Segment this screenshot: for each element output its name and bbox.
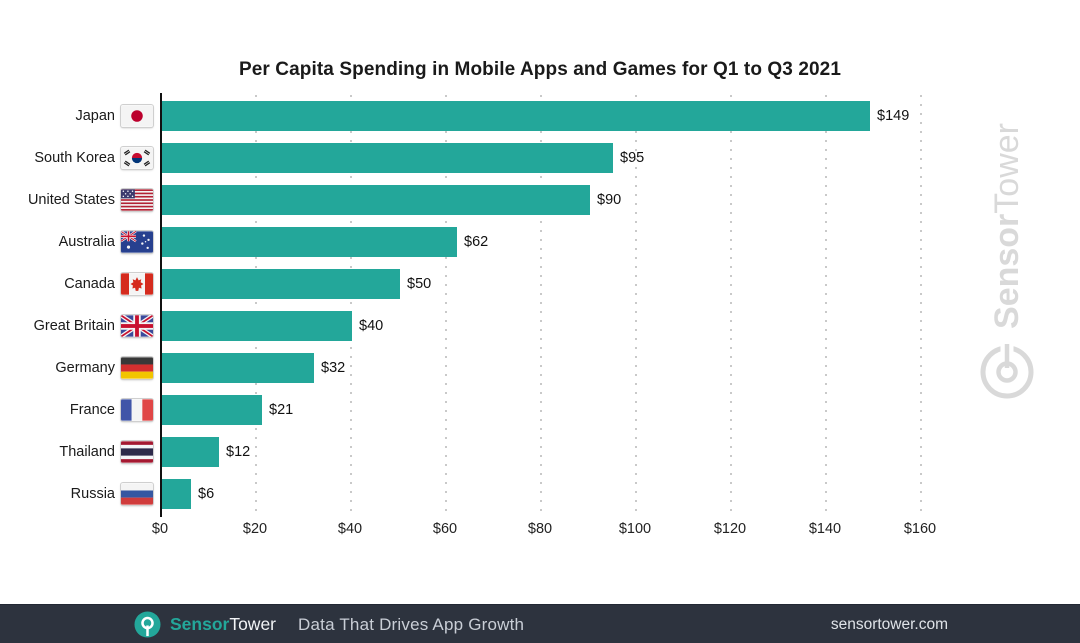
x-tick-label-40: $40 [337,521,363,537]
gridline [445,95,447,517]
country-label-canada: Canada [64,276,115,292]
x-tick-label-160: $160 [903,521,937,537]
bar-great-britain [162,311,352,341]
x-tick-label-120: $120 [713,521,747,537]
brand-second: Tower [229,614,277,634]
sensortower-logo-icon [134,611,161,638]
footer-bar: SensorTower Data That Drives App Growth … [0,604,1080,643]
flag-icon-france [121,399,153,421]
bar-row-russia: Russia $6 [0,473,1080,515]
bar-row-great-britain: Great Britain $40 [0,305,1080,347]
country-label-united-states: United States [27,192,115,208]
flag-icon-germany [121,357,153,379]
chart-title: Per Capita Spending in Mobile Apps and G… [238,59,841,80]
bar-japan [162,101,870,131]
bar-row-thailand: Thailand $12 [0,431,1080,473]
country-label-russia: Russia [70,486,115,502]
bar-south-korea [162,143,613,173]
bar-row-canada: Canada $50 [0,263,1080,305]
flag-icon-russia [121,483,153,505]
gridline [920,95,922,517]
x-tick-label-60: $60 [432,521,458,537]
bar-united-states [162,185,590,215]
bar-thailand [162,437,219,467]
value-label-australia: $62 [464,234,489,250]
value-label-south-korea: $95 [620,150,645,166]
bar-row-france: France $21 [0,389,1080,431]
bar-germany [162,353,314,383]
value-label-canada: $50 [407,276,432,292]
flag-icon-canada [121,273,153,295]
gridline [540,95,542,517]
country-label-germany: Germany [55,360,115,376]
flag-icon-great-britain [121,315,153,337]
country-label-japan: Japan [75,108,115,124]
bar-russia [162,479,191,509]
value-label-united-states: $90 [597,192,622,208]
flag-icon-united-states [121,189,153,211]
bar-france [162,395,262,425]
gridline [350,95,352,517]
gridline [825,95,827,517]
flag-icon-south-korea [121,147,153,169]
value-label-thailand: $12 [226,444,251,460]
footer-website: sensortower.com [830,615,948,633]
bar-row-germany: Germany $32 [0,347,1080,389]
bar-row-australia: Australia $62 [0,221,1080,263]
gridline [255,95,257,517]
y-axis-line [160,93,162,517]
x-tick-label-140: $140 [808,521,842,537]
value-label-russia: $6 [198,486,215,502]
value-label-great-britain: $40 [359,318,384,334]
bar-row-united-states: United States $90 [0,179,1080,221]
x-tick-label-100: $100 [618,521,652,537]
country-label-great-britain: Great Britain [33,318,115,334]
value-label-france: $21 [269,402,294,418]
value-label-germany: $32 [321,360,346,376]
brand-first: Sensor [170,614,230,634]
bar-canada [162,269,400,299]
country-label-france: France [69,402,115,418]
flag-icon-japan [121,105,153,127]
x-tick-label-20: $20 [242,521,268,537]
bar-row-japan: Japan $149 [0,95,1080,137]
bar-row-south-korea: South Korea $95 [0,137,1080,179]
footer-brand-name: SensorTower [170,614,276,635]
country-label-south-korea: South Korea [34,150,115,166]
bar-australia [162,227,457,257]
country-label-australia: Australia [58,234,115,250]
gridline [635,95,637,517]
gridline [730,95,732,517]
value-label-japan: $149 [877,108,910,124]
flag-icon-australia [121,231,153,253]
country-label-thailand: Thailand [59,444,115,460]
footer-branding: SensorTower Data That Drives App Growth [134,605,524,643]
footer-tagline: Data That Drives App Growth [298,614,525,634]
x-tick-label-80: $80 [527,521,553,537]
flag-icon-thailand [121,441,153,463]
x-tick-label-0: $0 [151,521,169,537]
